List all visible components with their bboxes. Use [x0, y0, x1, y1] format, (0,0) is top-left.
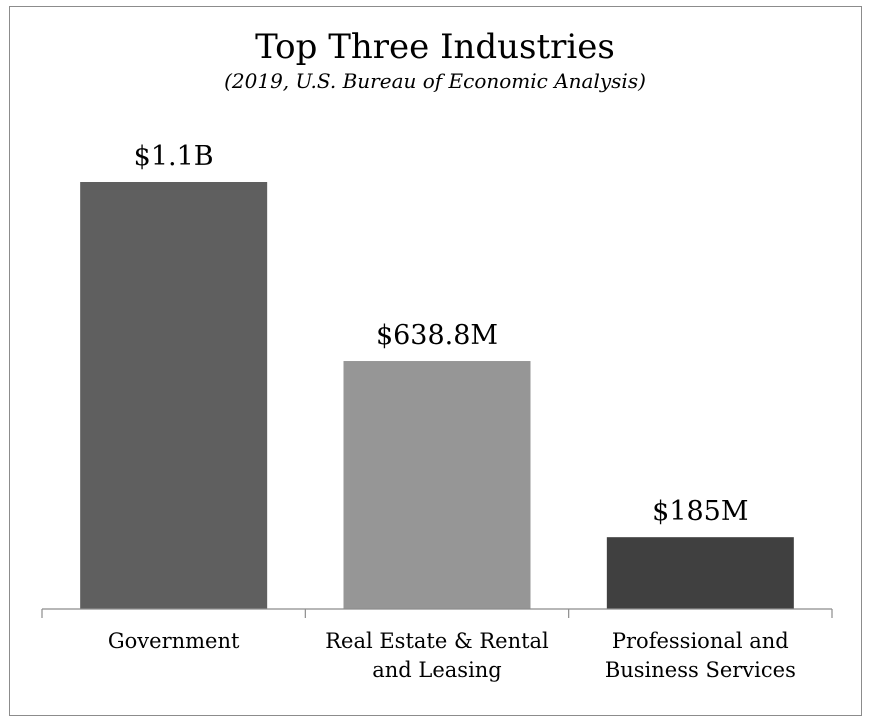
- bar: [80, 182, 268, 609]
- category-label: Professional and Business Services: [605, 629, 796, 682]
- data-label: $185M: [652, 496, 748, 527]
- category-label: Real Estate & Rental and Leasing: [325, 629, 549, 682]
- value-labels-group: $1.1B $638.8M $185M: [134, 141, 749, 527]
- category-label-line: Professional and: [612, 629, 789, 653]
- bar: [606, 537, 794, 609]
- category-label-line: and Leasing: [372, 658, 502, 682]
- bar: [343, 361, 531, 609]
- data-label: $1.1B: [134, 141, 214, 172]
- category-labels-group: Government Real Estate & Rental and Leasin…: [108, 629, 796, 682]
- chart-subtitle: (2019, U.S. Bureau of Economic Analysis): [224, 69, 646, 93]
- category-label: Government: [108, 629, 240, 653]
- category-label-line: Business Services: [605, 658, 796, 682]
- category-label-line: Government: [108, 629, 240, 653]
- chart-title: Top Three Industries: [255, 27, 615, 67]
- category-label-line: Real Estate & Rental: [325, 629, 549, 653]
- bars-group: [80, 182, 794, 609]
- data-label: $638.8M: [376, 320, 498, 351]
- x-axis-ticks: [41, 609, 833, 618]
